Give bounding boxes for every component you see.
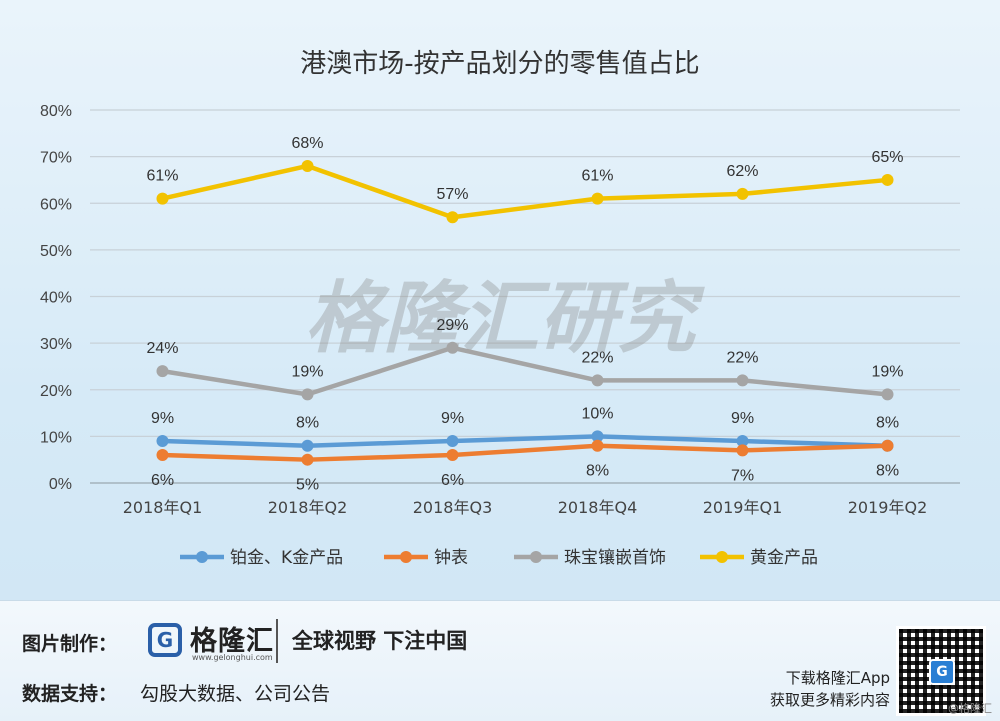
data-point	[301, 439, 314, 452]
data-label: 8%	[296, 415, 319, 432]
data-label: 19%	[871, 363, 903, 380]
x-tick-label: 2019年Q2	[848, 498, 928, 517]
data-point	[591, 430, 604, 443]
data-label: 10%	[581, 405, 613, 422]
data-label: 8%	[876, 463, 899, 480]
series-line-1	[160, 443, 890, 462]
app-download-text: 下载格隆汇App	[785, 669, 890, 687]
data-point	[881, 388, 894, 401]
chart-area: 港澳市场-按产品划分的零售值占比 0% 10% 20% 30% 40% 50% 60% 70% 8…	[40, 49, 960, 568]
series-line-0	[160, 434, 890, 448]
data-label: 9%	[151, 410, 174, 427]
image-credit-label: 图片制作：	[22, 633, 118, 655]
data-label: 9%	[441, 410, 464, 427]
data-point	[156, 365, 169, 378]
data-point	[446, 211, 459, 224]
data-label: 61%	[146, 168, 178, 185]
legend-label: 珠宝镶嵌首饰	[564, 547, 666, 568]
watermark: 格隆汇研究	[305, 274, 705, 364]
data-label: 22%	[726, 349, 758, 366]
data-point	[156, 449, 169, 462]
x-tick-label: 2018年Q1	[123, 498, 203, 517]
data-point	[591, 192, 604, 205]
legend-swatch-dot	[196, 551, 208, 563]
legend-label: 铂金、K金产品	[230, 548, 343, 568]
footer-divider	[276, 619, 278, 663]
data-point	[446, 449, 459, 462]
data-point	[591, 439, 604, 452]
series-line-2	[160, 345, 890, 397]
y-tick-label: 60%	[40, 196, 72, 213]
x-tick-label: 2018年Q3	[413, 498, 493, 517]
footer: 图片制作： G 格隆汇 www.gelonghui.com 全球视野 下注中国 …	[0, 600, 1000, 721]
data-label: 8%	[876, 415, 899, 432]
qr-logo-icon: G	[929, 659, 955, 685]
data-label: 68%	[291, 135, 323, 152]
legend-label: 钟表	[434, 548, 468, 568]
logo-url: www.gelonghui.com	[192, 653, 273, 662]
data-point	[156, 435, 169, 448]
data-point	[881, 439, 894, 452]
y-tick-label: 0%	[49, 476, 72, 493]
data-label: 29%	[436, 317, 468, 334]
data-point	[881, 173, 894, 186]
data-label: 62%	[726, 163, 758, 180]
legend-swatch-dot	[530, 551, 542, 563]
data-point	[301, 453, 314, 466]
x-tick-label: 2019年Q1	[703, 498, 783, 517]
data-point	[446, 435, 459, 448]
data-source: 勾股大数据、公司公告	[140, 683, 331, 705]
data-point	[156, 192, 169, 205]
chart-title: 港澳市场-按产品划分的零售值占比	[300, 49, 699, 79]
y-tick-label: 70%	[40, 150, 72, 167]
y-tick-label: 20%	[40, 383, 72, 400]
data-label: 57%	[436, 186, 468, 203]
data-label: 5%	[296, 477, 319, 494]
data-point	[301, 159, 314, 172]
y-tick-label: 30%	[40, 336, 72, 353]
legend-swatch-dot	[400, 551, 412, 563]
data-label: 6%	[151, 472, 174, 489]
data-point	[736, 444, 749, 457]
line-chart: 港澳市场-按产品划分的零售值占比 0% 10% 20% 30% 40% 50% 60% 70% 8…	[40, 49, 960, 568]
data-point	[736, 435, 749, 448]
data-point	[591, 374, 604, 387]
data-source-label: 数据支持：	[22, 683, 118, 705]
data-label: 65%	[871, 149, 903, 166]
data-point	[446, 341, 459, 354]
x-tick-label: 2018年Q2	[268, 498, 348, 517]
y-tick-label: 10%	[40, 429, 72, 446]
logo-name: 格隆汇	[190, 626, 274, 657]
data-label: 7%	[731, 467, 754, 484]
data-label: 8%	[586, 463, 609, 480]
data-label: 19%	[291, 363, 323, 380]
y-tick-label: 80%	[40, 103, 72, 120]
legend-label: 黄金产品	[750, 548, 818, 568]
qr-code-icon[interactable]: G	[896, 626, 986, 716]
x-tick-label: 2018年Q4	[558, 498, 638, 517]
data-point	[301, 388, 314, 401]
data-label: 9%	[731, 410, 754, 427]
app-promo-text: 获取更多精彩内容	[769, 691, 890, 709]
data-label: 22%	[581, 349, 613, 366]
data-label: 6%	[441, 472, 464, 489]
slogan: 全球视野 下注中国	[292, 629, 468, 653]
data-point	[736, 374, 749, 387]
y-tick-label: 50%	[40, 243, 72, 260]
legend-swatch-dot	[716, 551, 728, 563]
gelonghui-logo-icon: G	[148, 623, 182, 657]
data-label: 24%	[146, 340, 178, 357]
series-line-3	[160, 163, 890, 220]
y-tick-label: 40%	[40, 290, 72, 307]
data-label: 61%	[581, 168, 613, 185]
data-point	[736, 187, 749, 200]
corner-watermark: @格隆汇	[948, 702, 992, 715]
